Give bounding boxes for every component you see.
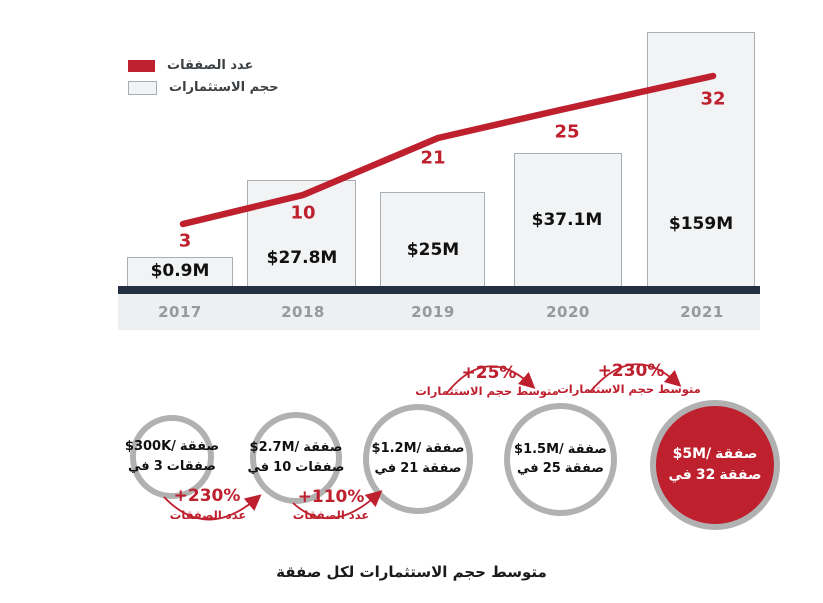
year-label-2019: 2019 bbox=[411, 303, 455, 321]
legend-label-deals: عدد الصفقات bbox=[167, 58, 254, 73]
bubble-deals: في 3 صفقات bbox=[128, 458, 216, 474]
bar-2021 bbox=[647, 32, 755, 286]
avg-deal-bubble-2020: $1.5M/صفقة في 25 صفقة bbox=[504, 403, 617, 516]
bubble-deals: في 32 صفقة bbox=[668, 466, 762, 483]
deal-count-2020: 25 bbox=[554, 121, 580, 143]
growth-arc-1 bbox=[163, 494, 262, 521]
bubble-value: $5M/صفقة bbox=[672, 446, 758, 462]
growth-label-3: متوسط حجم الاستثمارات bbox=[415, 384, 559, 398]
year-label-2018: 2018 bbox=[281, 303, 325, 321]
avg-deal-bubble-2018: $2.7M/صفقة في 10 صفقات bbox=[247, 412, 345, 504]
legend-item-volume: حجم الاستثمارات bbox=[128, 80, 279, 95]
bubble-value: $1.2M/صفقة bbox=[371, 441, 465, 457]
year-label-2020: 2020 bbox=[546, 303, 590, 321]
year-axis-strip bbox=[118, 294, 760, 330]
bar-value-2019: $25M bbox=[406, 240, 460, 260]
growth-pct-3: +25% bbox=[461, 363, 517, 383]
deals-swatch-icon bbox=[128, 59, 155, 72]
growth-arc-4 bbox=[589, 363, 682, 393]
avg-deal-bubble-2019: $1.2M/صفقة في 21 صفقة bbox=[363, 404, 473, 514]
avg-deal-bubble-2021: $5M/صفقة في 32 صفقة bbox=[650, 400, 780, 530]
avg-deal-bubble-2017: $300K/صفقة في 3 صفقات bbox=[125, 415, 219, 499]
growth-label-1: عدد الصفقات bbox=[169, 508, 247, 522]
x-axis-line bbox=[118, 286, 760, 294]
footer-title: متوسط حجم الاستثمارات لكل صفقة bbox=[276, 563, 547, 581]
bubble-deals: في 10 صفقات bbox=[247, 459, 345, 475]
growth-label-4: متوسط حجم الاستثمارات bbox=[557, 382, 701, 396]
deal-count-2019: 21 bbox=[420, 147, 446, 169]
growth-pct-2: +110% bbox=[297, 487, 365, 507]
legend-label-volume: حجم الاستثمارات bbox=[169, 80, 279, 95]
growth-pct-1: +230% bbox=[173, 486, 241, 506]
growth-label-2: عدد الصفقات bbox=[292, 508, 370, 522]
growth-arc-3 bbox=[445, 365, 536, 395]
year-label-2017: 2017 bbox=[158, 303, 202, 321]
deals-trend-line bbox=[179, 72, 717, 228]
bubble-value: $1.5M/صفقة bbox=[514, 441, 607, 457]
bar-2019 bbox=[380, 192, 485, 286]
bar-value-2018: $27.8M bbox=[266, 248, 338, 268]
legend-item-deals: عدد الصفقات bbox=[128, 58, 253, 73]
growth-pct-4: +230% bbox=[597, 361, 665, 381]
bar-2017 bbox=[127, 257, 233, 286]
volume-swatch-icon bbox=[128, 80, 157, 95]
bar-value-2020: $37.1M bbox=[531, 210, 603, 230]
bubble-deals: في 21 صفقة bbox=[374, 460, 462, 476]
bar-value-2021: $159M bbox=[668, 214, 734, 234]
deal-count-2021: 32 bbox=[700, 88, 726, 110]
bar-2020 bbox=[514, 153, 622, 286]
bubble-value: $300K/صفقة bbox=[124, 439, 220, 455]
bar-value-2017: $0.9M bbox=[150, 261, 210, 281]
bubble-value: $2.7M/صفقة bbox=[249, 440, 343, 456]
bubble-deals: في 25 صفقة bbox=[517, 461, 604, 476]
growth-arc-2 bbox=[292, 490, 383, 520]
deal-count-2018: 10 bbox=[290, 202, 316, 224]
year-label-2021: 2021 bbox=[680, 303, 724, 321]
deal-count-2017: 3 bbox=[178, 230, 192, 252]
